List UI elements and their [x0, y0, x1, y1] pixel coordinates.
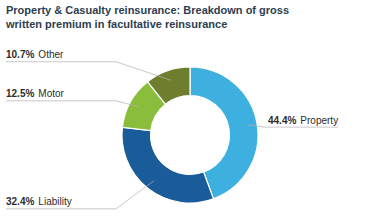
labels: 44.4% Property 32.4% Liability 12.5% Motor 10.…	[6, 49, 338, 209]
donut	[122, 67, 258, 203]
data-label: 32.4%	[6, 196, 34, 207]
data-label: 10.7%	[6, 49, 34, 60]
chart: Property & Casualty reinsurance: Breakdo…	[0, 0, 371, 223]
data-label: 12.5%	[6, 88, 34, 99]
leader-line	[6, 101, 139, 107]
category-label: Motor	[38, 88, 64, 99]
leader-line	[247, 125, 338, 127]
title-line: written premium in facultative reinsuran…	[5, 18, 227, 30]
slice	[122, 127, 213, 203]
slice	[148, 67, 190, 104]
data-label: 44.4%	[268, 115, 296, 126]
title: Property & Casualty reinsurance: Breakdo…	[5, 4, 289, 30]
category-label: Property	[300, 115, 338, 126]
title-line: Property & Casualty reinsurance: Breakdo…	[6, 4, 289, 16]
leader-line	[6, 181, 154, 209]
category-label: Other	[38, 49, 64, 60]
leader-line	[6, 62, 171, 80]
category-label: Liability	[38, 196, 71, 207]
